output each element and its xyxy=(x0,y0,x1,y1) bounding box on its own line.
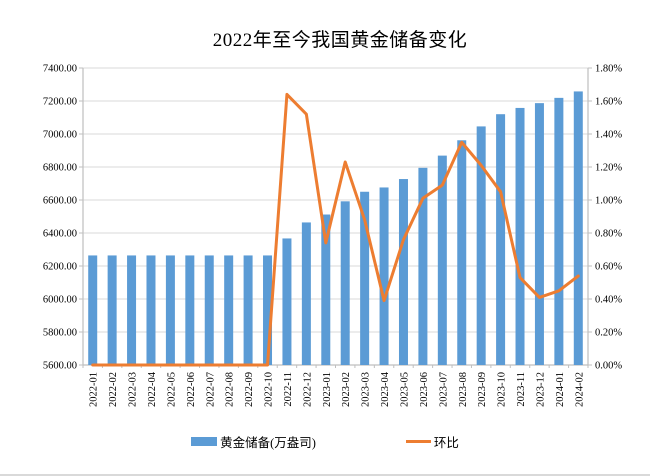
right-axis-tick-label: 1.40% xyxy=(595,130,622,141)
right-axis-tick-label: 0.60% xyxy=(595,262,622,273)
bar xyxy=(437,155,447,365)
legend-item-mom-change: 环比 xyxy=(405,432,459,451)
line-series-swatch xyxy=(405,439,431,443)
bar xyxy=(127,255,137,365)
x-axis-category-label: 2023-07 xyxy=(438,372,449,407)
x-axis-category-label: 2022-03 xyxy=(128,372,139,407)
x-axis-category-label: 2022-08 xyxy=(225,372,236,407)
bar xyxy=(185,255,195,365)
x-axis-category-label: 2023-08 xyxy=(458,372,469,407)
right-axis-tick-label: 0.00% xyxy=(595,361,622,372)
bar xyxy=(165,255,175,365)
bar xyxy=(457,140,467,365)
bar xyxy=(88,255,98,365)
x-axis-category-label: 2023-11 xyxy=(516,372,527,407)
bar xyxy=(496,114,506,365)
x-axis-category-label: 2022-11 xyxy=(283,372,294,407)
x-axis-category-label: 2023-06 xyxy=(419,372,430,407)
bar xyxy=(515,107,525,366)
right-axis-tick-label: 0.80% xyxy=(595,229,622,240)
left-axis-tick-label: 6400.00 xyxy=(43,229,77,240)
x-axis-category-label: 2023-09 xyxy=(477,372,488,407)
x-axis-category-label: 2022-07 xyxy=(205,372,216,407)
mom-change-line xyxy=(91,92,580,367)
axes xyxy=(79,67,592,368)
bar xyxy=(282,238,292,365)
x-axis-category-label: 2023-12 xyxy=(535,372,546,407)
right-axis-tick-label: 0.20% xyxy=(595,328,622,339)
legend-label-mom-change: 环比 xyxy=(433,435,459,450)
bar xyxy=(573,91,583,366)
left-axis-tick-label: 6200.00 xyxy=(43,262,77,273)
bar xyxy=(476,126,486,365)
left-axis-tick-label: 7000.00 xyxy=(43,130,77,141)
left-axis-tick-label: 5600.00 xyxy=(43,361,77,372)
combo-chart: 7400.00 7200.00 7000.00 6800.00 6600.00 6400.… xyxy=(43,64,623,408)
right-axis-tick-label: 1.20% xyxy=(595,163,622,174)
x-axis-category-label: 2022-09 xyxy=(244,372,255,407)
left-axis-tick-label: 7400.00 xyxy=(43,64,77,75)
bar xyxy=(204,255,214,365)
bar xyxy=(379,187,389,365)
x-axis-category-label: 2022-02 xyxy=(108,372,119,407)
x-axis-category-label: 2023-10 xyxy=(497,372,508,407)
bar xyxy=(146,255,156,365)
x-axis-category-label: 2022-05 xyxy=(166,372,177,407)
left-axis-tick-label: 5800.00 xyxy=(43,328,77,339)
left-axis-tick-label: 6000.00 xyxy=(43,295,77,306)
x-axis-category-label: 2024-02 xyxy=(574,372,585,407)
bar xyxy=(263,255,273,365)
left-axis-tick-label: 7200.00 xyxy=(43,97,77,108)
bar xyxy=(107,255,117,365)
bar-series xyxy=(88,91,583,366)
x-axis-category-label: 2022-01 xyxy=(89,372,100,407)
bar xyxy=(243,255,253,365)
bar xyxy=(554,97,564,366)
right-axis-tick-label: 1.60% xyxy=(595,97,622,108)
x-axis-category-label: 2023-02 xyxy=(341,372,352,407)
x-axis-category-label: 2022-06 xyxy=(186,372,197,407)
bar xyxy=(534,103,544,366)
bar xyxy=(418,167,428,365)
legend: 黄金储备(万盎司) 环比 xyxy=(0,431,650,451)
bar xyxy=(224,255,234,365)
x-axis-category-label: 2023-01 xyxy=(322,372,333,407)
right-axis-tick-label: 0.40% xyxy=(595,295,622,306)
x-axis-category-label: 2023-03 xyxy=(361,372,372,407)
left-axis-tick-label: 6600.00 xyxy=(43,196,77,207)
bar xyxy=(360,191,370,365)
bar-series-swatch xyxy=(191,436,218,446)
x-axis-category-label: 2022-10 xyxy=(264,372,275,407)
x-axis-category-label: 2023-05 xyxy=(399,372,410,407)
x-axis-category-label: 2024-01 xyxy=(555,372,566,407)
left-axis-tick-label: 6800.00 xyxy=(43,163,77,174)
axis-tick-labels: 7400.00 7200.00 7000.00 6800.00 6600.00 6400.… xyxy=(43,64,623,408)
bar xyxy=(321,214,331,365)
legend-label-gold-reserves: 黄金储备(万盎司) xyxy=(220,435,316,450)
x-axis-category-label: 2022-12 xyxy=(302,372,313,407)
bar xyxy=(398,179,408,365)
bar xyxy=(301,222,311,365)
chart-title: 2022年至今我国黄金储备变化 xyxy=(212,30,468,51)
bar xyxy=(340,201,350,365)
right-axis-tick-label: 1.00% xyxy=(595,196,622,207)
right-axis-tick-label: 1.80% xyxy=(595,64,622,75)
x-axis-category-label: 2023-04 xyxy=(380,371,391,407)
legend-item-gold-reserves: 黄金储备(万盎司) xyxy=(191,432,316,451)
x-axis-category-label: 2022-04 xyxy=(147,371,158,407)
